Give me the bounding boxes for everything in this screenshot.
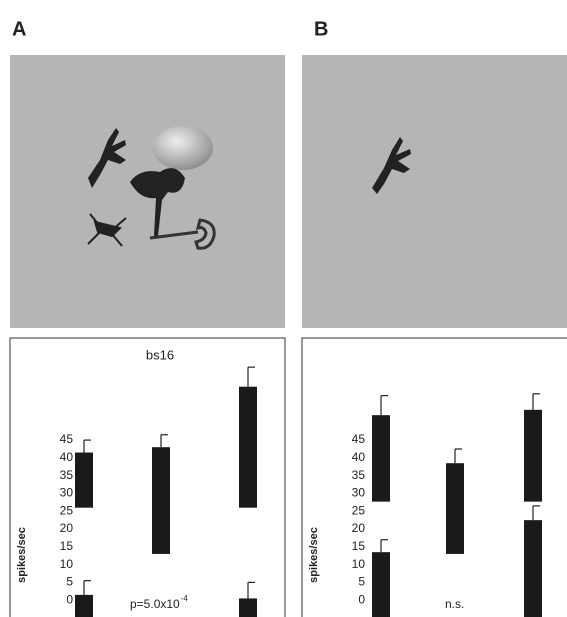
- chart-title: bs16: [146, 347, 174, 362]
- y-tick-label: 35: [60, 468, 74, 482]
- bar: [152, 447, 170, 554]
- bar: [75, 595, 93, 617]
- y-tick-label: 15: [60, 539, 74, 553]
- annotation: p=5.0x10: [130, 597, 180, 611]
- y-tick-label: 30: [60, 486, 74, 500]
- bar: [524, 520, 542, 617]
- bar: [446, 463, 464, 554]
- bar: [239, 598, 257, 617]
- bar: [372, 415, 390, 501]
- y-tick-label: 20: [60, 521, 74, 535]
- y-tick-label: 45: [60, 432, 74, 446]
- y-tick-label: 30: [352, 486, 366, 500]
- bar: [75, 453, 93, 508]
- bar: [524, 410, 542, 502]
- y-tick-label: 20: [352, 521, 366, 535]
- panel-label: A: [12, 18, 26, 40]
- annotation: n.s.: [445, 597, 464, 611]
- page: {"panels": ["A", "B"], "chart_data": [ {…: [0, 0, 567, 617]
- bar: [239, 387, 257, 508]
- y-tick-label: 25: [60, 503, 74, 517]
- y-tick-label: 5: [66, 575, 73, 589]
- annotation-exponent: -4: [181, 594, 189, 603]
- y-tick-label: 0: [66, 592, 73, 606]
- y-tick-label: 25: [352, 503, 366, 517]
- y-tick-label: 45: [352, 432, 366, 446]
- y-tick-label: 40: [352, 450, 366, 464]
- panel-label: B: [314, 18, 328, 40]
- figure: A B bs16 spikes/sec 0 5 10 15 20 25 30 35 40 45 p=5.…: [0, 0, 567, 617]
- y-tick-label: 15: [352, 539, 366, 553]
- y-tick-label: 40: [60, 450, 74, 464]
- y-tick-label: 5: [358, 575, 365, 589]
- y-axis-label: spikes/sec: [308, 527, 320, 583]
- y-tick-label: 0: [358, 592, 365, 606]
- y-tick-label: 10: [60, 557, 74, 571]
- y-tick-label: 10: [352, 557, 366, 571]
- y-axis-label: spikes/sec: [16, 527, 28, 583]
- bar: [372, 552, 390, 617]
- y-tick-label: 35: [352, 468, 366, 482]
- stimulus-image: [302, 55, 567, 328]
